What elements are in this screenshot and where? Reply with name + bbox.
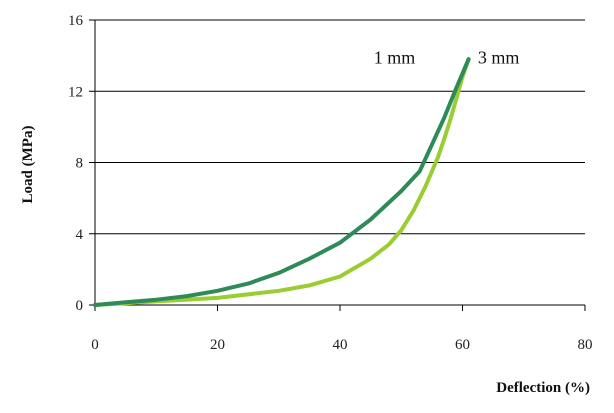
x-tick-label-20: 20 bbox=[210, 337, 225, 353]
axis-layer: 0 4 8 12 16 0 20 40 60 80 bbox=[68, 13, 593, 353]
label-layer: Load (MPa) Deflection (%) 1 mm 3 mm bbox=[20, 47, 590, 396]
y-tick-label-16: 16 bbox=[68, 13, 84, 29]
x-tick-label-60: 60 bbox=[455, 337, 470, 353]
series-line-1mm bbox=[93, 57, 471, 307]
annotation-1mm: 1 mm bbox=[374, 47, 416, 67]
annotation-3mm: 3 mm bbox=[478, 47, 520, 67]
series-layer bbox=[93, 57, 471, 307]
y-tick-label-8: 8 bbox=[76, 156, 84, 172]
x-axis-title: Deflection (%) bbox=[496, 380, 590, 396]
y-tick-label-4: 4 bbox=[76, 227, 84, 243]
y-axis-title: Load (MPa) bbox=[20, 126, 36, 204]
grid-layer bbox=[95, 19, 585, 235]
x-tick-label-80: 80 bbox=[578, 337, 593, 353]
y-tick-label-0: 0 bbox=[76, 298, 84, 314]
series-line-3mm bbox=[93, 57, 471, 307]
x-tick-label-40: 40 bbox=[333, 337, 348, 353]
x-tick-label-0: 0 bbox=[91, 337, 99, 353]
y-tick-label-12: 12 bbox=[68, 84, 83, 100]
